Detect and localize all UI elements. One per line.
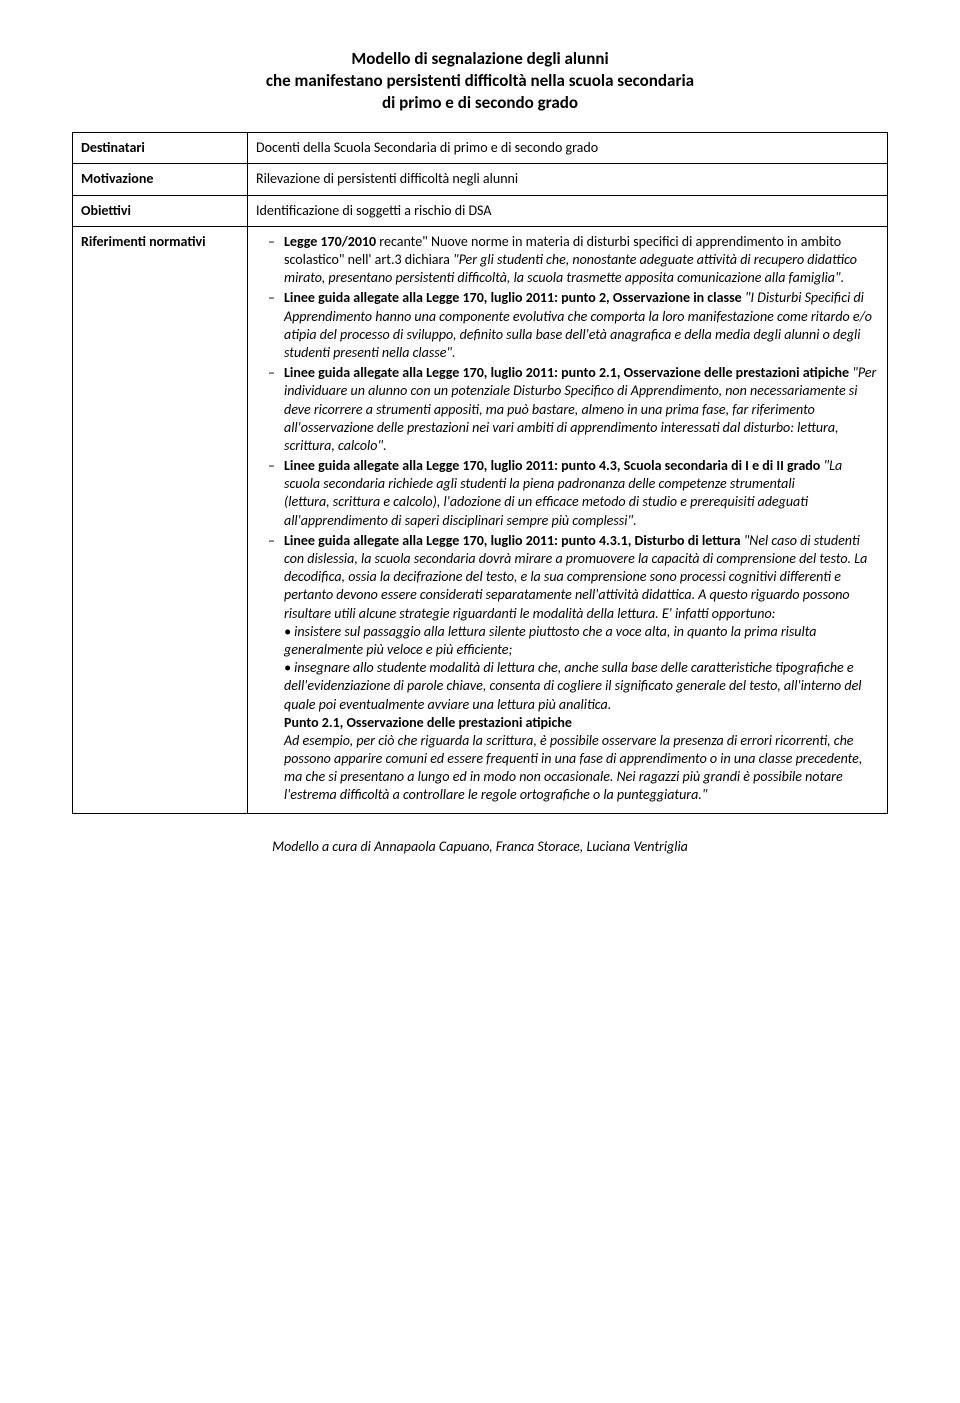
row-label-motivazione: Motivazione: [73, 164, 248, 195]
list-item: Linee guida allegate alla Legge 170, lug…: [256, 457, 879, 530]
table-row: Riferimenti normativi Legge 170/2010 rec…: [73, 226, 888, 813]
ref1-lead: Legge 170/2010: [284, 233, 379, 250]
table-row: Destinatari Docenti della Scuola Seconda…: [73, 133, 888, 164]
list-item: Linee guida allegate alla Legge 170, lug…: [256, 289, 879, 362]
row-label-riferimenti: Riferimenti normativi: [73, 226, 248, 813]
row-label-obiettivi: Obiettivi: [73, 195, 248, 226]
ref4-italic2: (lettura, scrittura e calcolo), l'adozio…: [284, 493, 879, 529]
title-line-1: Modello di segnalazione degli alunni: [72, 48, 888, 70]
row-value-destinatari: Docenti della Scuola Secondaria di primo…: [248, 133, 888, 164]
title-line-3: di primo e di secondo grado: [72, 92, 888, 114]
table-row: Obiettivi Identificazione di soggetti a …: [73, 195, 888, 226]
row-label-destinatari: Destinatari: [73, 133, 248, 164]
riferimenti-list: Legge 170/2010 recante" Nuove norme in m…: [256, 233, 879, 805]
ref5-bullet1: • insistere sul passaggio alla lettura s…: [284, 623, 879, 659]
document-title: Modello di segnalazione degli alunni che…: [72, 48, 888, 114]
list-item: Linee guida allegate alla Legge 170, lug…: [256, 532, 879, 805]
ref5-lead: Linee guida allegate alla Legge 170, lug…: [284, 532, 744, 549]
ref4-lead: Linee guida allegate alla Legge 170, lug…: [284, 457, 823, 474]
list-item: Linee guida allegate alla Legge 170, lug…: [256, 364, 879, 455]
ref5-sub-heading: Punto 2.1, Osservazione delle prestazion…: [284, 714, 879, 732]
list-item: Legge 170/2010 recante" Nuove norme in m…: [256, 233, 879, 288]
table-row: Motivazione Rilevazione di persistenti d…: [73, 164, 888, 195]
ref5-bullet2: • insegnare allo studente modalità di le…: [284, 659, 879, 714]
ref3-lead: Linee guida allegate alla Legge 170, lug…: [284, 364, 852, 381]
row-value-riferimenti: Legge 170/2010 recante" Nuove norme in m…: [248, 226, 888, 813]
ref5-italic2: Ad esempio, per ciò che riguarda la scri…: [284, 732, 879, 805]
row-value-obiettivi: Identificazione di soggetti a rischio di…: [248, 195, 888, 226]
row-value-motivazione: Rilevazione di persistenti difficoltà ne…: [248, 164, 888, 195]
definition-table: Destinatari Docenti della Scuola Seconda…: [72, 132, 888, 813]
title-line-2: che manifestano persistenti difficoltà n…: [72, 70, 888, 92]
ref2-lead: Linee guida allegate alla Legge 170, lug…: [284, 289, 745, 306]
page-footer: Modello a cura di Annapaola Capuano, Fra…: [72, 838, 888, 856]
